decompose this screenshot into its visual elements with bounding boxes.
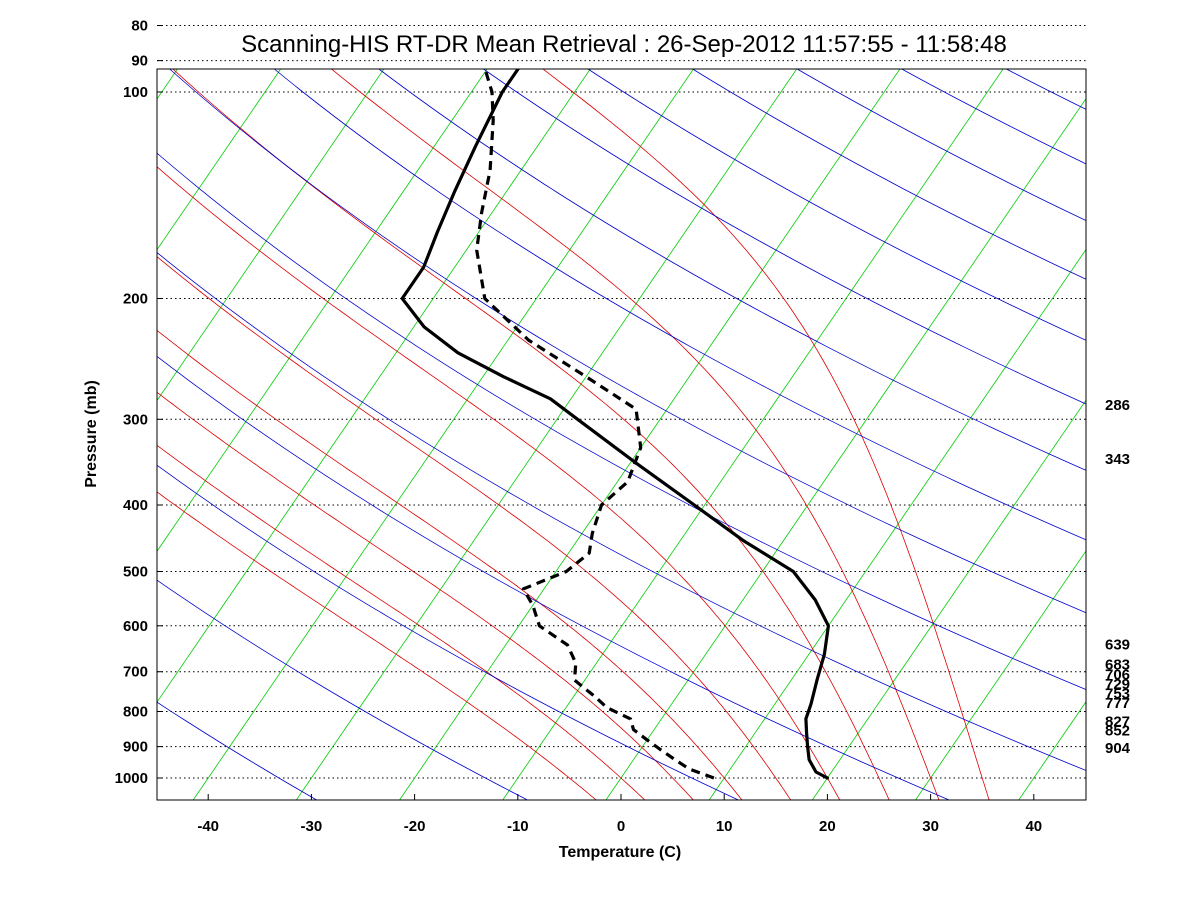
dry-adiabat-line [157,701,318,800]
x-tick-label: -20 [404,818,426,835]
dry-adiabat-line [691,69,1086,280]
x-tick-label: -30 [301,818,323,835]
x-tick-label: 40 [1025,818,1042,835]
right-pressure-label: 904 [1105,740,1131,757]
isotherm-line [157,69,591,703]
isotherm-line [605,97,1086,800]
x-tick-label: 10 [716,818,733,835]
x-tick-label: 30 [922,818,939,835]
y-tick-label: 700 [123,664,148,681]
y-tick-label: 600 [123,618,148,635]
x-tick-label: -40 [197,818,219,835]
y-tick-label: 800 [123,704,148,721]
right-pressure-label: 827 [1105,713,1130,730]
isotherm-line [157,69,178,100]
right-pressure-label: 343 [1105,451,1130,468]
isotherm-line [0,0,39,801]
isotherm-line [157,69,385,402]
y-tick-label: 1000 [115,770,148,787]
moist-adiabat-lines [157,69,990,800]
isotherm-line [157,69,282,251]
y-axis-ticks: 5060708090100200300400500600700800900100… [115,18,163,787]
moist-adiabat-line [157,166,841,800]
isotherm-line [399,69,901,800]
dry-adiabat-line [900,69,1086,165]
isotherm-line [157,69,488,552]
x-tick-label: -10 [507,818,529,835]
dry-adiabat-line [482,69,1086,405]
right-pressure-label: 286 [1105,397,1130,414]
dry-adiabat-line [157,252,1086,771]
dry-adiabat-line [273,69,1086,541]
x-axis-ticks: -40 -30 -20 -10 0 10 20 30 40 [197,794,1042,835]
y-axis-label: Pressure (mb) [83,380,100,488]
isotherm-line [295,69,798,800]
dry-adiabat-line [157,464,740,800]
right-pressure-label: 706 [1105,666,1130,683]
moist-adiabat-line [330,69,940,800]
pressure-gridlines [157,25,1086,779]
x-tick-label: 0 [617,818,625,835]
y-tick-label: 900 [123,739,148,756]
y-tick-label: 500 [123,563,148,580]
moist-adiabat-line [157,256,792,800]
dry-adiabat-line [587,69,1086,341]
moist-adiabat-line [157,391,694,800]
dry-adiabat-lines [157,69,1086,800]
y-tick-label: 100 [123,84,148,101]
y-tick-label: 400 [123,497,148,514]
right-pressure-label: 753 [1105,685,1130,702]
isotherm-line [0,0,245,801]
moist-adiabat-line [157,491,597,800]
y-tick-label: 300 [123,411,148,428]
dry-adiabat-line [157,355,951,800]
isotherm-line [502,69,1004,800]
isotherm-line [915,550,1086,800]
dry-adiabat-line [157,579,529,800]
moist-adiabat-line [542,69,990,800]
y-tick-label: 200 [123,291,148,308]
isotherm-line [0,0,142,801]
moist-adiabat-line [172,69,890,800]
dry-adiabat-line [378,69,1086,471]
isotherm-lines [0,0,1086,801]
temperature-profile [400,69,830,780]
chart-title: Scanning-HIS RT-DR Mean Retrieval : 26-S… [241,31,1007,58]
plot-frame [156,68,1087,801]
right-pressure-label: 639 [1105,637,1130,654]
x-tick-label: 20 [819,818,836,835]
dewpoint-profile [475,69,715,780]
x-axis-label: Temperature (C) [559,844,681,861]
background-lines [0,0,1086,801]
y-tick-label: 80 [131,18,148,35]
dry-adiabat-line [169,69,1086,614]
isotherm-line [708,248,1086,800]
moist-adiabat-line [157,444,646,800]
moist-adiabat-line [157,329,743,800]
y-tick-label: 90 [131,53,148,70]
right-pressure-label: 777 [1105,695,1130,712]
isotherm-line [192,69,694,800]
right-pressure-label: 729 [1105,676,1130,693]
dry-adiabat-line [157,152,1086,690]
sounding-profiles [400,69,830,780]
isotherm-line [811,399,1086,800]
right-pressure-label: 683 [1105,656,1130,673]
right-pressure-label: 852 [1105,722,1130,739]
